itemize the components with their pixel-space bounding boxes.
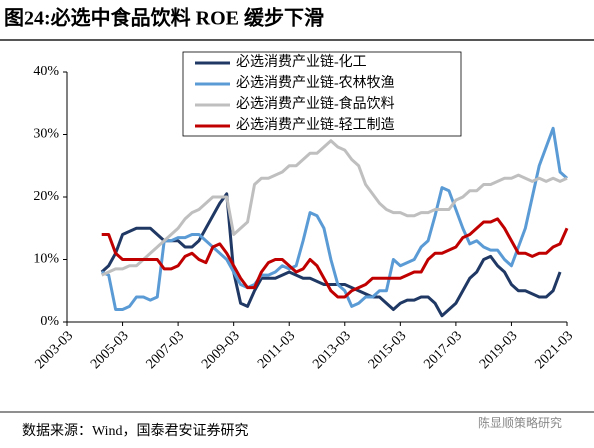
x-tick-label: 2007-03 — [144, 328, 188, 372]
x-tick-label: 2015-03 — [366, 328, 410, 372]
y-tick-label: 0% — [40, 314, 59, 329]
x-tick-label: 2005-03 — [88, 328, 132, 372]
series-line — [101, 217, 569, 299]
chart-title: 图24:必选中食品饮料 ROE 缓步下滑 — [4, 6, 324, 30]
legend-label: 必选消费产业链-食品饮料 — [236, 95, 395, 112]
legend-label: 必选消费产业链-化工 — [236, 54, 367, 70]
watermark: 陈显顺策略研究 — [478, 415, 562, 430]
x-tick-label: 2013-03 — [310, 328, 354, 372]
y-tick-label: 40% — [33, 64, 59, 79]
legend-label: 必选消费产业链-轻工制造 — [236, 117, 395, 133]
y-tick-label: 30% — [33, 127, 59, 142]
legend-box — [182, 51, 462, 137]
y-tick-label: 20% — [33, 189, 59, 204]
legend-label: 必选消费产业链-农林牧渔 — [236, 75, 395, 91]
series-line — [100, 192, 562, 318]
y-tick-label: 10% — [33, 252, 59, 267]
source: 数据来源：Wind，国泰君安证券研究 — [22, 423, 249, 439]
x-tick-label: 2019-03 — [477, 328, 521, 372]
x-tick-label: 2003-03 — [32, 328, 76, 372]
x-tick-label: 2011-03 — [255, 328, 298, 371]
series-line — [101, 139, 568, 277]
x-tick-label: 2017-03 — [421, 328, 465, 372]
x-tick-label: 2009-03 — [199, 328, 243, 372]
series-line — [101, 126, 569, 311]
x-tick-label: 2021-03 — [532, 328, 576, 372]
